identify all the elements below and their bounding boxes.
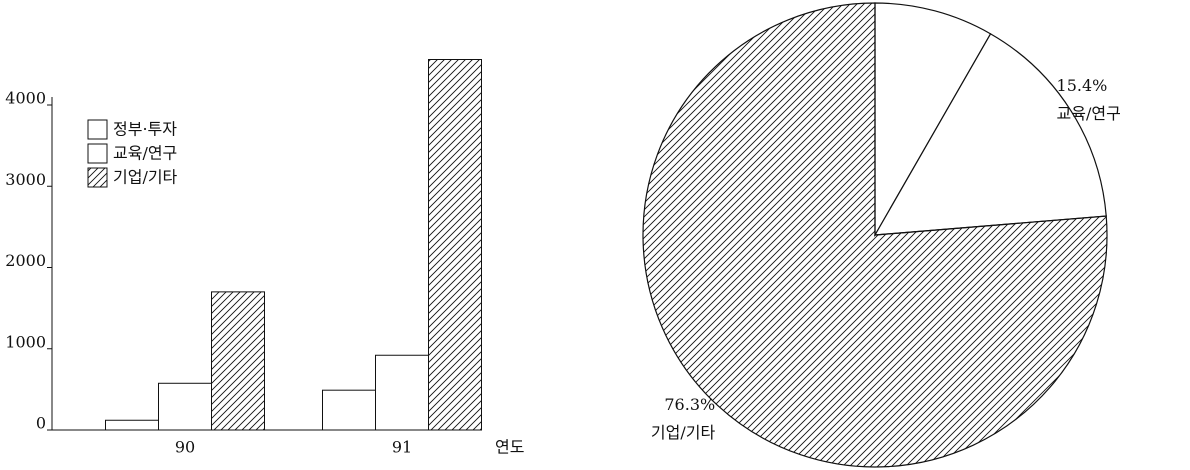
slice-category-label: 기업/기타 bbox=[651, 423, 716, 442]
bar bbox=[211, 291, 265, 431]
legend-swatch bbox=[87, 119, 108, 140]
legend-swatch bbox=[87, 143, 108, 164]
pie-slice bbox=[873, 33, 1107, 236]
pie-slice bbox=[874, 2, 992, 238]
slice-category-label: 교육/연구 bbox=[1057, 104, 1121, 123]
slice-value-label: 76.3% bbox=[664, 395, 715, 414]
legend-swatch bbox=[87, 167, 108, 188]
y-tick-label: 2000 bbox=[5, 251, 46, 270]
bar bbox=[322, 389, 376, 431]
legend-label: 정부·투자 bbox=[113, 120, 177, 139]
y-tick-label: 1000 bbox=[5, 332, 46, 351]
bar bbox=[375, 354, 429, 431]
x-tick-label: 90 bbox=[175, 438, 195, 457]
bar bbox=[158, 382, 212, 431]
bar bbox=[428, 59, 482, 431]
x-axis-label: 연도 bbox=[495, 438, 524, 457]
bar bbox=[105, 419, 159, 431]
pie-slice bbox=[642, 2, 1108, 468]
legend-label: 교육/연구 bbox=[113, 144, 177, 163]
y-tick-label: 3000 bbox=[5, 170, 46, 189]
y-tick-label: 4000 bbox=[5, 89, 46, 108]
legend-label: 기업/기타 bbox=[113, 168, 178, 187]
x-tick-label: 91 bbox=[392, 438, 412, 457]
slice-value-label: 15.4% bbox=[1057, 76, 1108, 95]
y-tick-label: 0 bbox=[36, 414, 46, 433]
